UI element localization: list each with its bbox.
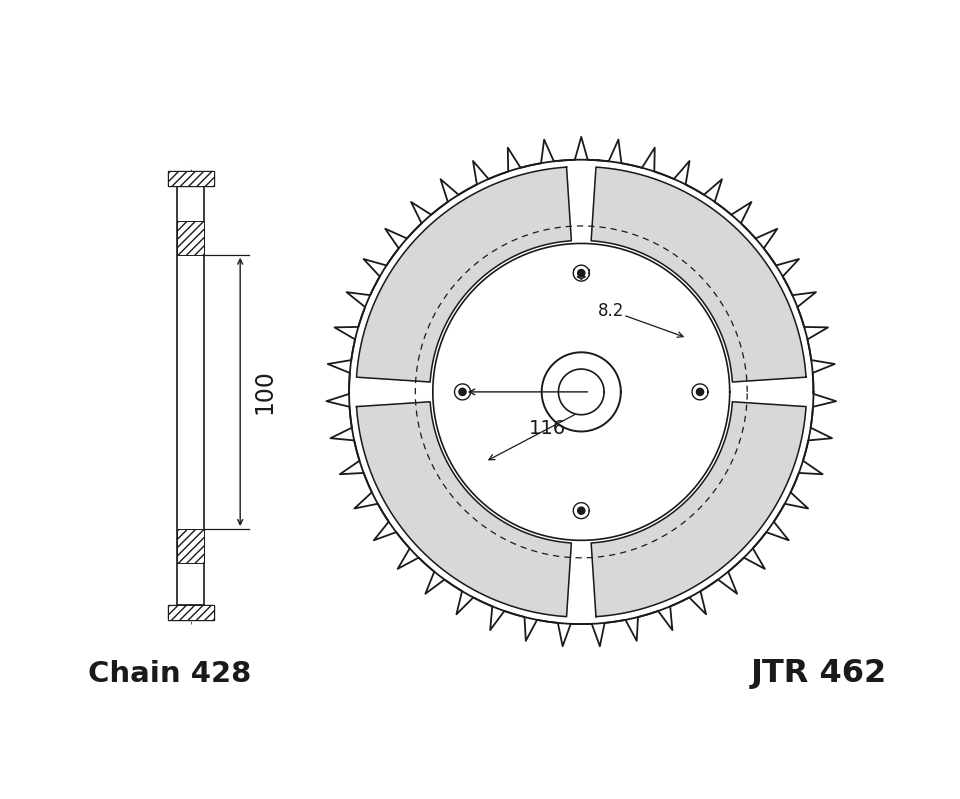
Polygon shape (433, 244, 730, 540)
Bar (177, 221, 204, 255)
Polygon shape (573, 503, 589, 519)
Bar (177, 186, 204, 605)
Text: 100: 100 (252, 369, 276, 415)
Bar (177, 529, 204, 563)
Polygon shape (459, 388, 467, 396)
Bar (168, 171, 213, 186)
Polygon shape (591, 402, 806, 617)
Bar (168, 171, 213, 186)
Polygon shape (541, 352, 621, 431)
Text: Chain 428: Chain 428 (88, 660, 252, 688)
Text: 116: 116 (528, 419, 565, 438)
Polygon shape (578, 269, 585, 276)
Text: 8.2: 8.2 (598, 302, 624, 320)
Bar (168, 605, 213, 620)
Text: JTR 462: JTR 462 (751, 658, 886, 689)
Polygon shape (573, 265, 589, 281)
Polygon shape (578, 507, 585, 515)
Polygon shape (356, 167, 571, 382)
Polygon shape (692, 384, 708, 400)
Polygon shape (349, 160, 813, 624)
Polygon shape (591, 167, 806, 382)
Polygon shape (559, 369, 604, 415)
Polygon shape (356, 402, 571, 617)
Polygon shape (454, 384, 470, 400)
Bar (168, 605, 213, 620)
Polygon shape (696, 388, 704, 396)
Polygon shape (326, 137, 836, 646)
